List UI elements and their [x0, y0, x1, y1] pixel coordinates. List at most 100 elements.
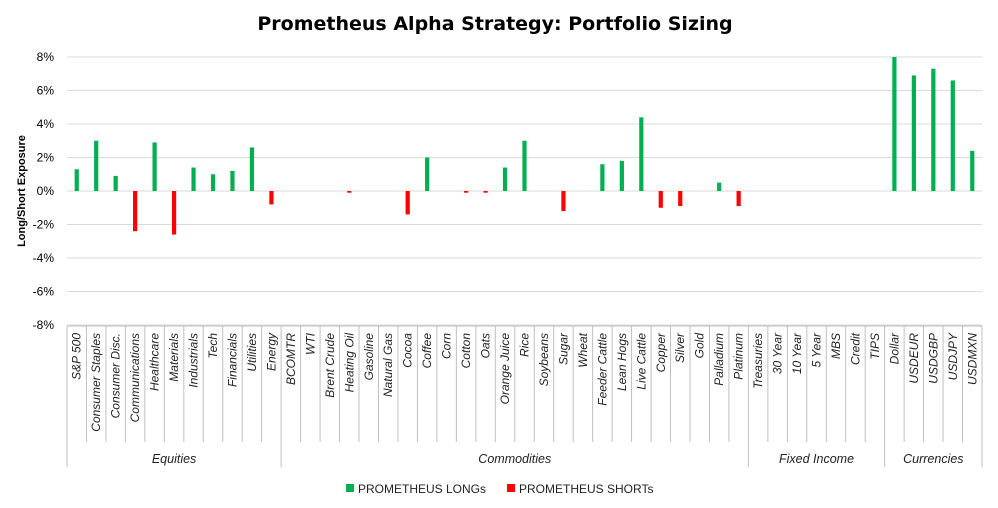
long-bar — [522, 140, 527, 191]
category-label: Lean Hogs — [615, 333, 629, 391]
short-bar — [658, 191, 663, 208]
long-bar — [74, 169, 79, 191]
category-label: Natural Gas — [381, 333, 395, 397]
long-bar — [931, 68, 936, 191]
long-bar — [210, 174, 216, 191]
category-label: Industrials — [187, 333, 201, 388]
long-bar — [502, 167, 508, 191]
short-bar — [405, 191, 410, 215]
category-label: Live Cattle — [634, 333, 648, 390]
long-bar — [425, 157, 430, 191]
category-label: 5 Year — [810, 332, 824, 367]
category-label: Coffee — [420, 333, 434, 369]
category-label: WTI — [303, 332, 317, 355]
long-bar — [113, 175, 118, 191]
category-label: MBS — [829, 333, 843, 359]
category-label: Gasoline — [362, 333, 376, 381]
legend-label-short: PROMETHEUS SHORTs — [519, 482, 653, 496]
long-bar — [249, 147, 255, 191]
chart-title: Prometheus Alpha Strategy: Portfolio Siz… — [257, 13, 732, 35]
legend-label-long: PROMETHEUS LONGs — [358, 482, 486, 496]
short-bar — [347, 191, 352, 193]
category-label: USDGBP — [926, 333, 940, 384]
category-label: BCOMTR — [284, 333, 298, 385]
category-label: Tech — [206, 333, 220, 359]
category-label: 30 Year — [771, 332, 785, 374]
category-label: Brent Crude — [323, 333, 337, 398]
category-label: Heating Oil — [342, 333, 356, 393]
category-label: Healthcare — [148, 333, 162, 391]
long-bar — [600, 164, 605, 191]
long-bar — [911, 75, 916, 191]
category-axis — [66, 325, 983, 467]
y-tick-label: -4% — [33, 251, 55, 265]
category-label: Dollar — [887, 332, 901, 364]
category-label: Utilities — [245, 333, 259, 372]
category-label: Palladium — [712, 333, 726, 386]
legend-swatch-short — [507, 484, 515, 492]
category-label: Feeder Cattle — [595, 333, 609, 406]
category-label: Rice — [518, 333, 532, 357]
category-label: USDMXN — [965, 333, 979, 385]
legend-swatch-long — [346, 484, 354, 492]
category-label: Cotton — [459, 333, 473, 369]
y-tick-label: 8% — [37, 50, 55, 64]
short-bar — [678, 191, 683, 207]
group-label: Currencies — [903, 452, 963, 466]
long-bar — [950, 80, 955, 191]
short-bar — [736, 191, 741, 207]
category-label: Consumer Staples — [89, 333, 103, 432]
category-label: Orange Juice — [498, 333, 512, 405]
legend: PROMETHEUS LONGs PROMETHEUS SHORTs — [346, 482, 653, 496]
group-label: Equities — [152, 452, 196, 466]
category-label: Sugar — [556, 332, 570, 365]
category-label: TIPS — [868, 333, 882, 360]
category-label: USDEUR — [907, 333, 921, 384]
category-labels: S&P 500 Consumer Staples Consumer Disc. Com… — [70, 332, 980, 432]
y-tick-label: -8% — [33, 318, 55, 332]
category-label: Soybeans — [537, 333, 551, 386]
y-tick-label: 4% — [37, 117, 55, 131]
short-bar — [133, 191, 138, 232]
long-bar — [717, 182, 722, 191]
long-bar — [94, 140, 99, 191]
category-label: Consumer Disc. — [109, 333, 123, 418]
category-label: Corn — [440, 333, 454, 359]
group-label: Fixed Income — [779, 452, 854, 466]
short-bar — [483, 191, 488, 193]
y-tick-labels: -8% -6% -4% -2% 0% 2% 4% 6% 8% — [33, 50, 55, 332]
category-label: Wheat — [576, 332, 590, 367]
category-label: Platinum — [732, 333, 746, 380]
long-bar — [152, 142, 157, 191]
long-bar — [191, 167, 196, 191]
category-label: Oats — [479, 333, 493, 358]
short-bar — [171, 191, 177, 235]
category-label: Gold — [693, 333, 707, 359]
category-label: 10 Year — [790, 332, 804, 374]
long-bar — [230, 170, 235, 191]
short-bar — [269, 191, 274, 205]
long-bar — [892, 57, 897, 191]
y-axis-label: Long/Short Exposure — [16, 135, 28, 247]
y-tick-label: -6% — [33, 285, 55, 299]
category-label: Treasuries — [751, 333, 765, 389]
category-label: Credit — [848, 332, 862, 365]
y-tick-label: 6% — [37, 84, 55, 98]
y-tick-label: 2% — [37, 151, 55, 165]
long-bar — [970, 150, 975, 191]
group-labels: Equities Commodities Fixed Income Currencie… — [152, 452, 964, 466]
long-bar — [619, 160, 624, 191]
short-bar — [561, 191, 566, 212]
long-bar — [639, 117, 644, 191]
category-label: Financials — [225, 333, 239, 387]
category-label: USDJPY — [946, 332, 960, 380]
y-tick-label: -2% — [33, 218, 55, 232]
bars — [74, 57, 975, 235]
category-label: Materials — [167, 333, 181, 382]
category-label: Silver — [673, 332, 687, 363]
category-label: Cocoa — [401, 333, 415, 368]
group-label: Commodities — [478, 452, 551, 466]
category-label: S&P 500 — [70, 333, 84, 380]
